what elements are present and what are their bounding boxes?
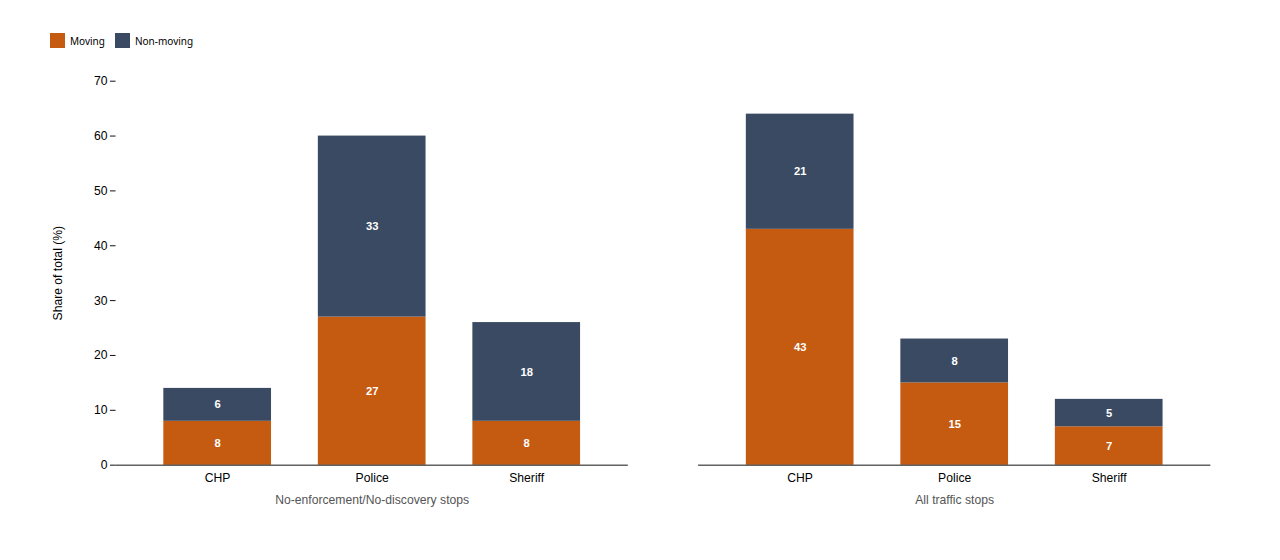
svg-text:10: 10 [94,403,108,417]
svg-text:70: 70 [94,74,108,88]
svg-text:8: 8 [215,437,221,449]
svg-text:8: 8 [952,355,958,367]
svg-text:Police: Police [938,471,971,485]
svg-text:8: 8 [524,437,530,449]
svg-text:No-enforcement/No-discovery st: No-enforcement/No-discovery stops [275,493,469,507]
svg-text:15: 15 [948,418,960,430]
svg-text:33: 33 [366,220,378,232]
svg-text:27: 27 [366,385,378,397]
svg-text:30: 30 [94,294,108,308]
svg-text:CHP: CHP [205,471,231,485]
svg-text:5: 5 [1106,407,1112,419]
svg-text:50: 50 [94,184,108,198]
svg-text:Share of total (%): Share of total (%) [51,226,65,321]
svg-text:6: 6 [215,398,221,410]
svg-text:Police: Police [356,471,389,485]
svg-text:18: 18 [520,366,532,378]
svg-text:All traffic stops: All traffic stops [915,493,994,507]
svg-text:20: 20 [94,348,108,362]
svg-text:Sheriff: Sheriff [509,471,545,485]
html-text:Moving: Moving [70,33,105,48]
svg-text:43: 43 [794,341,806,353]
html-text:Non-moving: Non-moving [134,33,194,48]
svg-text:0: 0 [101,458,108,472]
svg-text:60: 60 [94,129,108,143]
svg-text:40: 40 [94,239,108,253]
svg-text:Sheriff: Sheriff [1092,471,1128,485]
svg-text:CHP: CHP [787,471,813,485]
svg-text:7: 7 [1106,440,1112,452]
svg-text:21: 21 [794,165,806,177]
